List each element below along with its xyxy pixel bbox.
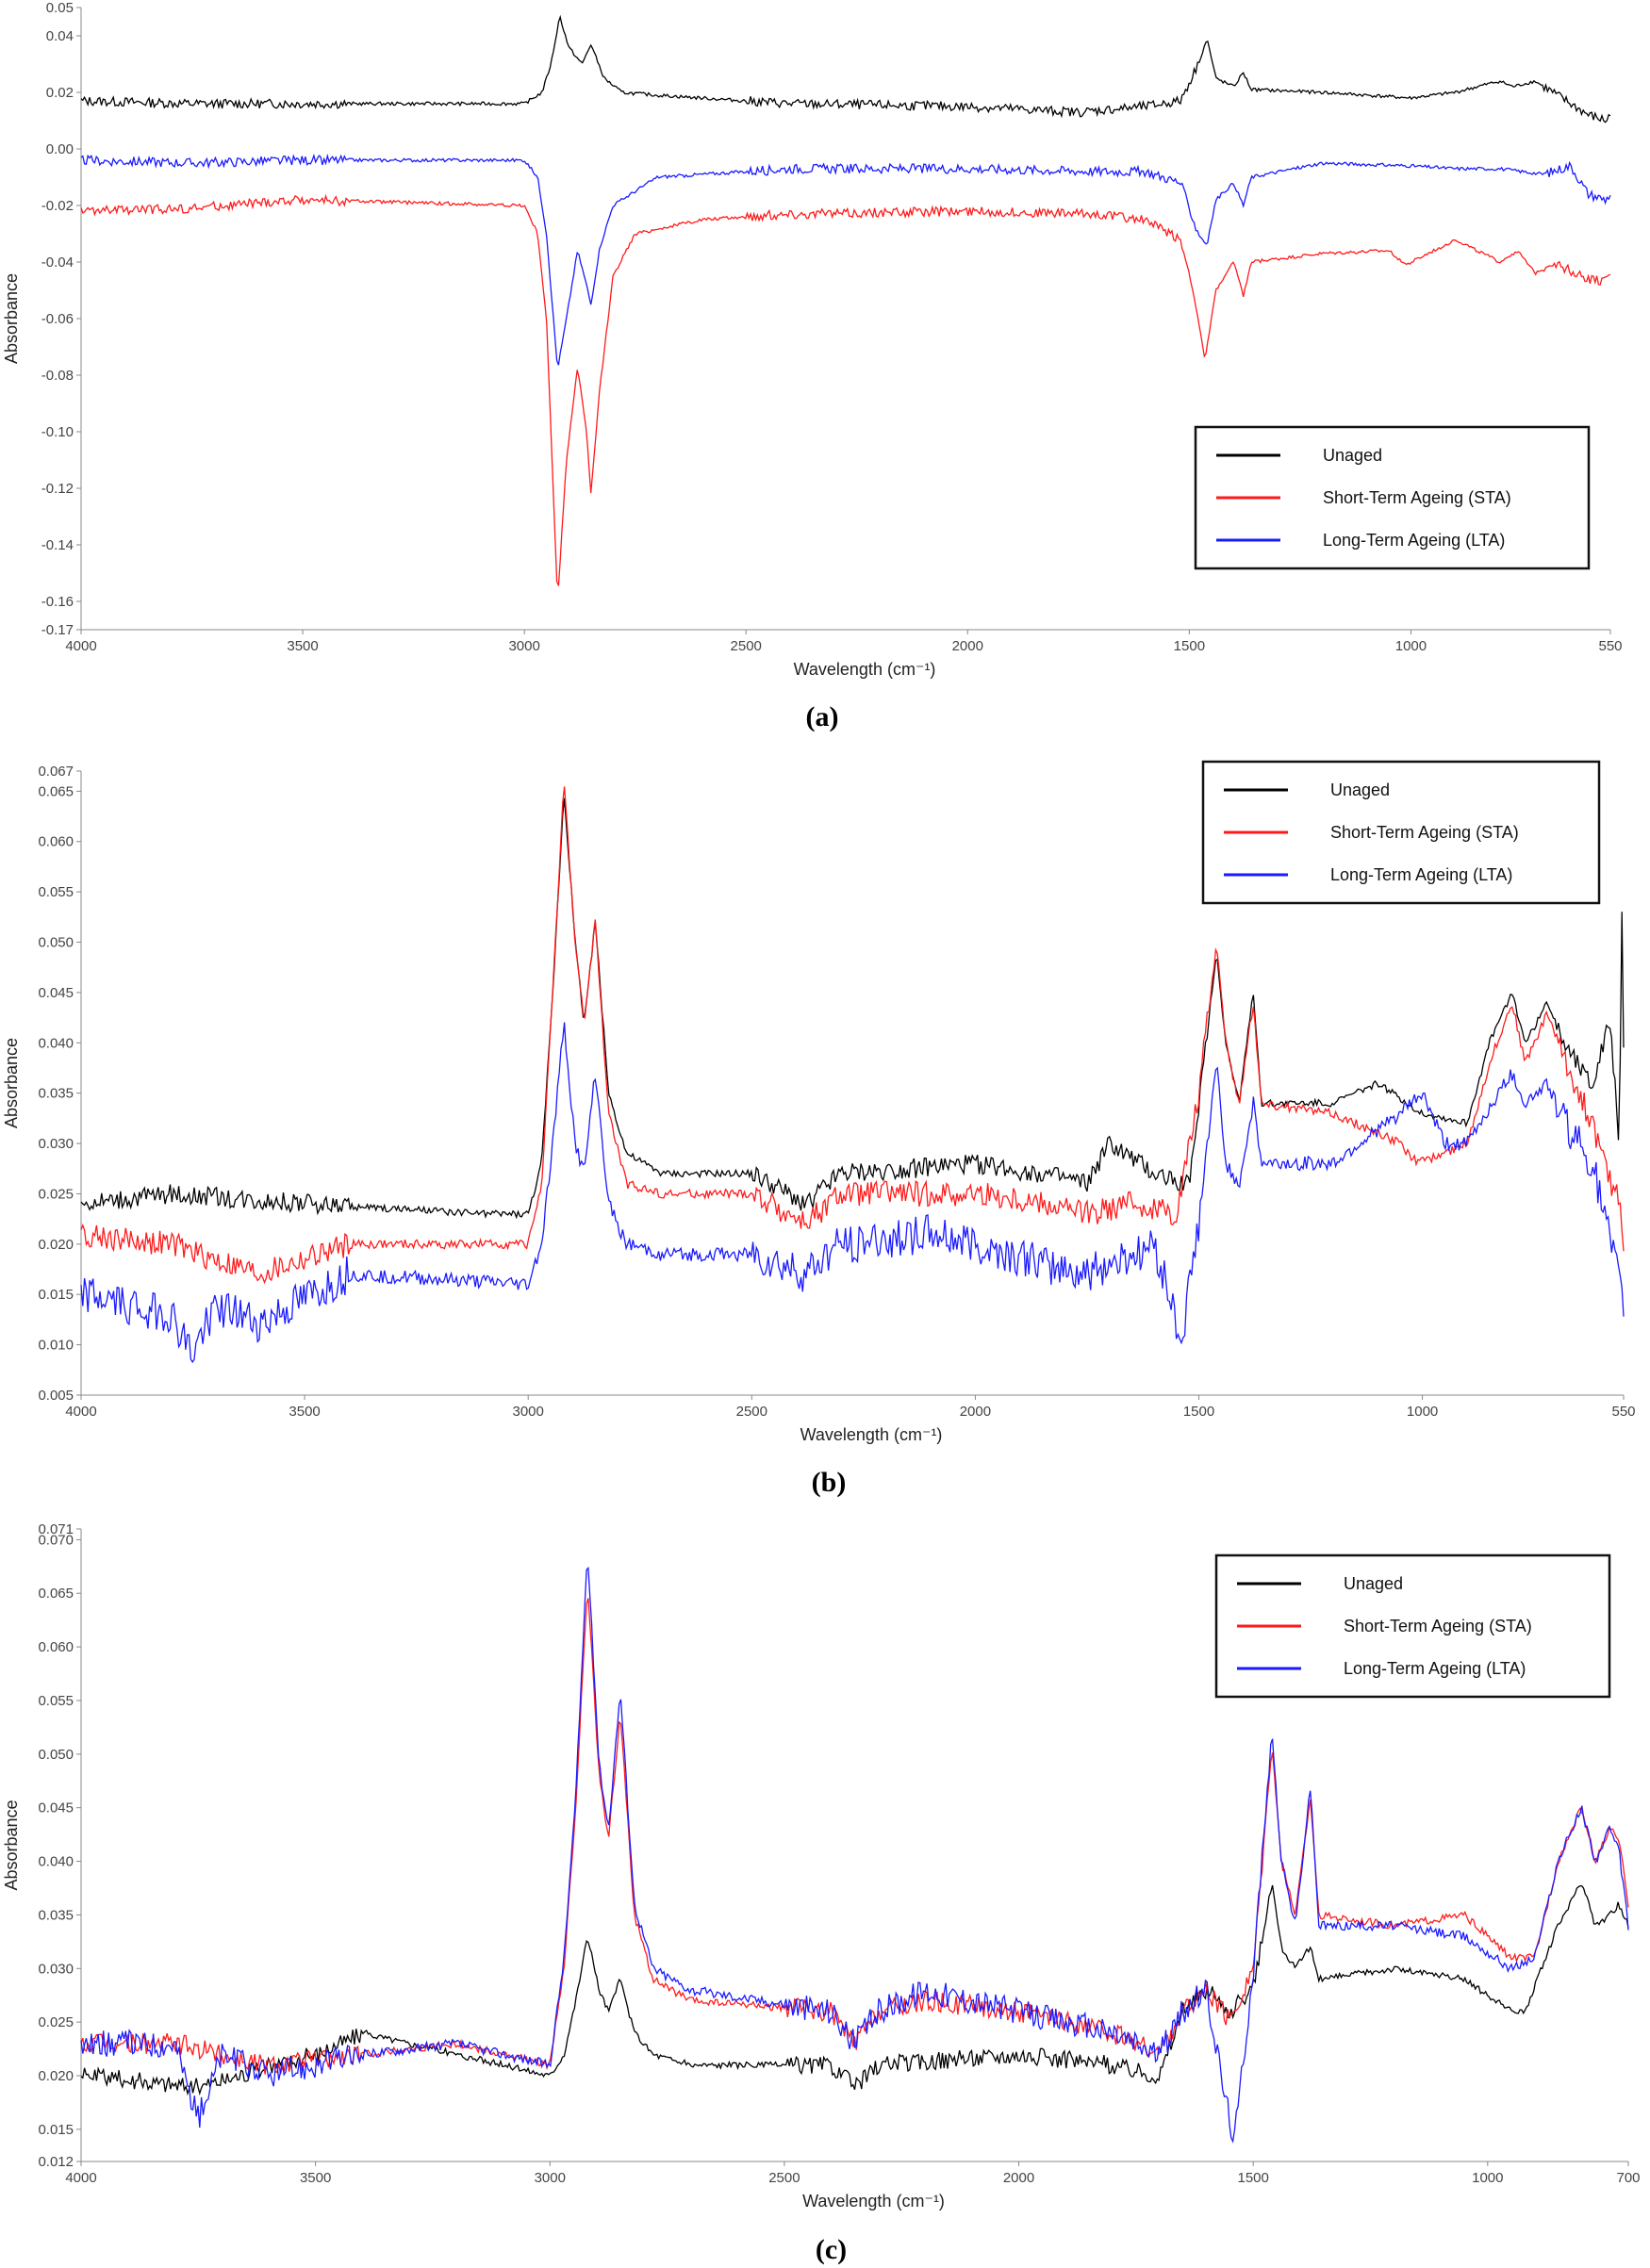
y-tick-label: 0.04 <box>46 28 74 44</box>
series-line-long-term-ageing-lta- <box>80 153 1611 366</box>
y-tick-label: 0.050 <box>38 935 74 951</box>
y-tick-label: 0.065 <box>38 1586 74 1602</box>
y-tick-label: 0.030 <box>38 1136 74 1152</box>
y-tick-label: 0.020 <box>38 1237 74 1253</box>
y-tick-label: 0.060 <box>38 834 74 850</box>
legend-label: Long-Term Ageing (LTA) <box>1344 1659 1526 1678</box>
series-line-long-term-ageing-lta- <box>80 1022 1625 1364</box>
x-tick-label: 3500 <box>300 2170 331 2186</box>
x-tick-label: 1000 <box>1407 1404 1438 1420</box>
y-axis-label: Absorbance <box>2 1038 21 1128</box>
series-line-long-term-ageing-lta- <box>80 1566 1629 2144</box>
panel-label: (c) <box>816 2234 847 2265</box>
y-tick-label: 0.067 <box>38 764 74 780</box>
y-axis-label: Absorbance <box>2 1800 21 1890</box>
x-axis-label: Wavelength (cm⁻¹) <box>802 2192 945 2210</box>
y-tick-label: 0.040 <box>38 1035 74 1051</box>
y-tick-label: -0.04 <box>41 255 74 271</box>
x-tick-label: 1000 <box>1472 2170 1503 2186</box>
legend-label: Unaged <box>1344 1574 1403 1593</box>
y-tick-label: 0.05 <box>46 0 74 16</box>
y-tick-label: 0.035 <box>38 1907 74 1923</box>
legend-label: Short-Term Ageing (STA) <box>1323 488 1511 507</box>
y-tick-label: 0.055 <box>38 884 74 900</box>
y-tick-label: 0.012 <box>38 2154 74 2170</box>
series-line-short-term-ageing-sta- <box>80 193 1611 586</box>
x-tick-label: 2000 <box>1003 2170 1034 2186</box>
x-tick-label: 3500 <box>289 1404 320 1420</box>
x-tick-label: 3000 <box>513 1404 544 1420</box>
x-tick-label: 550 <box>1611 1404 1635 1420</box>
x-tick-label: 4000 <box>65 2170 96 2186</box>
y-tick-label: 0.025 <box>38 1186 74 1202</box>
y-tick-label: 0.050 <box>38 1747 74 1763</box>
y-tick-label: -0.02 <box>41 198 74 214</box>
x-tick-label: 3000 <box>508 638 539 654</box>
y-tick-label: 0.025 <box>38 2014 74 2030</box>
x-tick-label: 3000 <box>535 2170 566 2186</box>
y-tick-label: 0.015 <box>38 2122 74 2138</box>
x-axis-label: Wavelength (cm⁻¹) <box>800 1425 943 1444</box>
y-tick-label: 0.035 <box>38 1086 74 1102</box>
y-tick-label: 0.060 <box>38 1639 74 1655</box>
x-tick-label: 1500 <box>1174 638 1205 654</box>
x-tick-label: 1500 <box>1237 2170 1268 2186</box>
legend-label: Short-Term Ageing (STA) <box>1330 823 1519 842</box>
legend-label: Long-Term Ageing (LTA) <box>1330 865 1512 884</box>
y-tick-label: 0.045 <box>38 1800 74 1816</box>
y-tick-label: -0.12 <box>41 481 74 497</box>
legend-label: Long-Term Ageing (LTA) <box>1323 531 1505 550</box>
y-tick-label: 0.020 <box>38 2068 74 2084</box>
x-tick-label: 2500 <box>736 1404 767 1420</box>
y-tick-label: 0.071 <box>38 1521 74 1537</box>
x-tick-label: 3500 <box>287 638 318 654</box>
y-tick-label: 0.045 <box>38 985 74 1001</box>
series-line-short-term-ageing-sta- <box>80 786 1625 1285</box>
x-tick-label: 1000 <box>1395 638 1427 654</box>
x-tick-label: 2500 <box>731 638 762 654</box>
y-tick-label: -0.14 <box>41 537 74 553</box>
x-tick-label: 4000 <box>65 638 96 654</box>
chart-panel-b: 0.067 0.065 0.060 0.055 0.050 0.045 0.040 0.035… <box>2 760 1636 1498</box>
x-tick-label: 550 <box>1598 638 1622 654</box>
y-tick-label: 0.010 <box>38 1338 74 1354</box>
x-axis-label: Wavelength (cm⁻¹) <box>794 660 936 679</box>
y-tick-label: 0.065 <box>38 783 74 799</box>
y-tick-label: 0.055 <box>38 1693 74 1709</box>
x-tick-label: 1500 <box>1183 1404 1214 1420</box>
y-tick-label: 0.040 <box>38 1854 74 1870</box>
series-line-unaged <box>80 14 1611 123</box>
x-tick-label: 2500 <box>768 2170 800 2186</box>
y-tick-label: 0.030 <box>38 1961 74 1977</box>
legend-label: Unaged <box>1323 446 1382 465</box>
y-tick-label: 0.070 <box>38 1532 74 1548</box>
legend-label: Short-Term Ageing (STA) <box>1344 1617 1532 1635</box>
series-line-unaged <box>80 797 1625 1220</box>
y-tick-label: 0.005 <box>38 1388 74 1404</box>
x-tick-label: 4000 <box>65 1404 96 1420</box>
series-line-unaged <box>80 1884 1629 2096</box>
y-tick-label: 0.00 <box>46 141 74 157</box>
y-tick-label: -0.17 <box>41 622 74 638</box>
x-tick-label: 700 <box>1616 2170 1640 2186</box>
legend-label: Unaged <box>1330 781 1390 799</box>
y-tick-label: 0.015 <box>38 1287 74 1303</box>
panel-label: (b) <box>812 1467 847 1498</box>
y-tick-label: -0.06 <box>41 311 74 327</box>
chart-panel-a: 0.05 0.04 0.02 0.00 -0.02 -0.04 -0.06 -0.08 -0.1… <box>2 0 1623 732</box>
y-tick-label: -0.08 <box>41 368 74 384</box>
y-tick-label: -0.16 <box>41 594 74 610</box>
y-tick-label: -0.10 <box>41 424 74 440</box>
y-tick-label: 0.02 <box>46 85 74 101</box>
y-axis-label: Absorbance <box>2 273 21 364</box>
x-tick-label: 2000 <box>960 1404 991 1420</box>
panel-label: (a) <box>806 701 839 732</box>
x-tick-label: 2000 <box>952 638 983 654</box>
